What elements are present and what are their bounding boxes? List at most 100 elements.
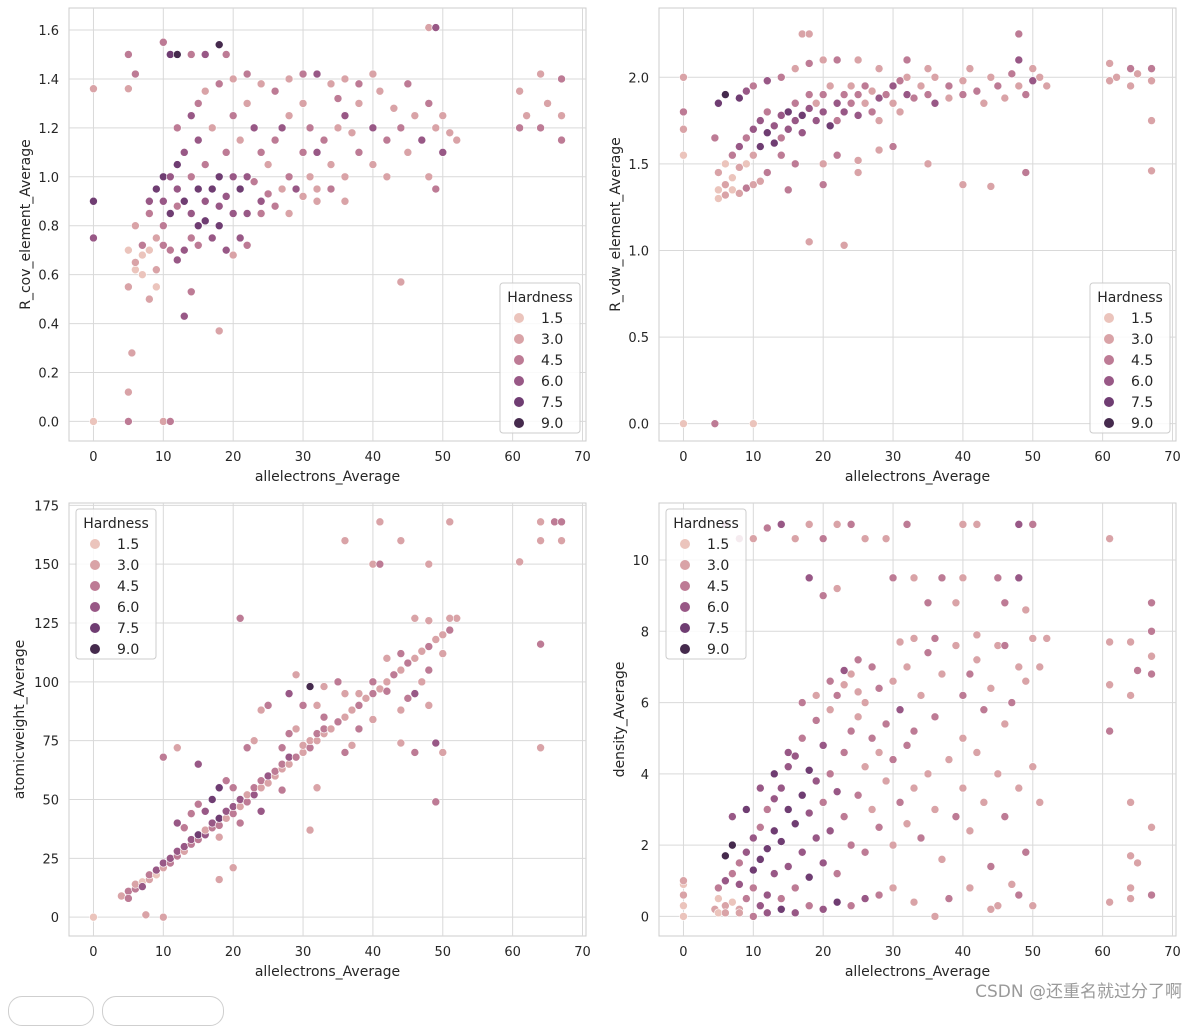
scatter-point bbox=[916, 691, 926, 700]
scatter-point bbox=[783, 107, 793, 117]
scatter-point bbox=[131, 69, 140, 79]
legend-marker bbox=[680, 581, 690, 591]
scatter-point bbox=[825, 676, 835, 686]
scatter-point bbox=[762, 908, 772, 918]
legend-entry-label: 7.5 bbox=[117, 621, 139, 637]
scatter-point bbox=[776, 111, 786, 120]
scatter-point bbox=[710, 133, 720, 143]
scatter-point bbox=[179, 823, 189, 833]
scatter-point bbox=[417, 646, 427, 656]
y-tick-label: 100 bbox=[34, 676, 59, 691]
scatter-point bbox=[340, 689, 350, 698]
scatter-point bbox=[382, 686, 392, 696]
legend-title: Hardness bbox=[673, 516, 739, 532]
scatter-point bbox=[368, 715, 378, 724]
scatter-point bbox=[200, 806, 210, 816]
scatter-point bbox=[714, 168, 723, 177]
scatter-point bbox=[972, 630, 982, 640]
legend: Hardness 1.5 3.0 4.5 6.0 7.5 9.0 bbox=[75, 508, 157, 660]
scatter-point bbox=[284, 172, 294, 182]
scatter-point bbox=[728, 185, 737, 195]
scatter-point bbox=[235, 135, 245, 145]
scatter-point bbox=[749, 534, 758, 543]
y-tick-label: 0 bbox=[51, 911, 59, 926]
scatter-point bbox=[790, 159, 800, 169]
scatter-point bbox=[410, 654, 420, 663]
x-tick-label: 30 bbox=[295, 945, 312, 960]
scatter-point bbox=[1105, 59, 1114, 68]
scatter-point bbox=[714, 194, 723, 203]
scatter-point bbox=[200, 160, 210, 169]
scatter-point bbox=[728, 840, 737, 850]
scatter-point bbox=[860, 98, 870, 108]
legend-entry-label: 7.5 bbox=[707, 621, 729, 637]
scatter-point bbox=[214, 326, 224, 336]
legend-marker bbox=[90, 623, 100, 633]
scatter-point bbox=[888, 98, 898, 108]
scatter-point bbox=[1014, 81, 1024, 91]
scatter-point bbox=[721, 90, 730, 99]
scatter-point bbox=[396, 738, 406, 748]
legend-marker bbox=[514, 418, 524, 428]
x-tick-label: 70 bbox=[574, 450, 591, 465]
scatter-point bbox=[825, 769, 835, 779]
scatter-point bbox=[742, 805, 751, 814]
scatter-point bbox=[749, 124, 758, 134]
scatter-point bbox=[396, 649, 406, 658]
legend-entry-label: 4.5 bbox=[1131, 353, 1153, 369]
scatter-point bbox=[874, 823, 884, 832]
scatter-point bbox=[263, 160, 273, 169]
scatter-point bbox=[790, 908, 800, 918]
scatter-point bbox=[832, 116, 842, 125]
scatter-point bbox=[200, 50, 210, 59]
scatter-point bbox=[909, 573, 919, 583]
scatter-point bbox=[902, 662, 912, 672]
legend-marker bbox=[680, 560, 690, 570]
scatter-point bbox=[319, 712, 329, 722]
legend-marker bbox=[90, 539, 100, 549]
scatter-point bbox=[888, 755, 898, 764]
x-tick-label: 50 bbox=[435, 945, 452, 960]
x-tick-label: 10 bbox=[745, 450, 762, 465]
scatter-point bbox=[1035, 798, 1045, 807]
scatter-point bbox=[152, 265, 161, 275]
scatter-point bbox=[305, 123, 315, 133]
x-tick-label: 0 bbox=[89, 450, 97, 465]
scatter-point bbox=[804, 808, 814, 818]
scatter-point bbox=[818, 741, 828, 750]
scatter-point bbox=[221, 50, 231, 59]
y-axis-label: density_Average bbox=[612, 662, 628, 778]
scatter-point bbox=[930, 805, 940, 814]
scatter-point bbox=[909, 634, 919, 643]
scatter-point bbox=[902, 819, 912, 829]
scatter-point bbox=[804, 901, 814, 911]
y-tick-label: 0.0 bbox=[38, 415, 59, 430]
scatter-point bbox=[769, 869, 779, 878]
scatter-point bbox=[1147, 890, 1156, 900]
scatter-point bbox=[790, 883, 800, 893]
scatter-point bbox=[333, 123, 343, 133]
scatter-point bbox=[354, 148, 364, 157]
scatter-point bbox=[124, 894, 133, 903]
scatter-point bbox=[923, 159, 933, 169]
scatter-point bbox=[818, 90, 828, 99]
scatter-point bbox=[825, 705, 835, 714]
scatter-point bbox=[756, 116, 765, 125]
scatter-point bbox=[536, 123, 545, 133]
x-tick-label: 10 bbox=[155, 945, 172, 960]
y-tick-label: 50 bbox=[42, 794, 59, 809]
scatter-point bbox=[756, 783, 765, 793]
scatter-point bbox=[930, 634, 940, 643]
bottom-button-left[interactable] bbox=[8, 996, 94, 1026]
scatter-point bbox=[403, 79, 413, 89]
scatter-point bbox=[159, 912, 168, 922]
legend-entry-label: 3.0 bbox=[707, 558, 729, 574]
scatter-point bbox=[881, 719, 891, 729]
scatter-point bbox=[375, 517, 385, 527]
scatter-point bbox=[825, 121, 835, 131]
scatter-point bbox=[200, 216, 210, 226]
scatter-point bbox=[221, 776, 231, 785]
scatter-point bbox=[776, 783, 786, 793]
bottom-button-right[interactable] bbox=[102, 996, 224, 1026]
scatter-point bbox=[410, 111, 420, 120]
